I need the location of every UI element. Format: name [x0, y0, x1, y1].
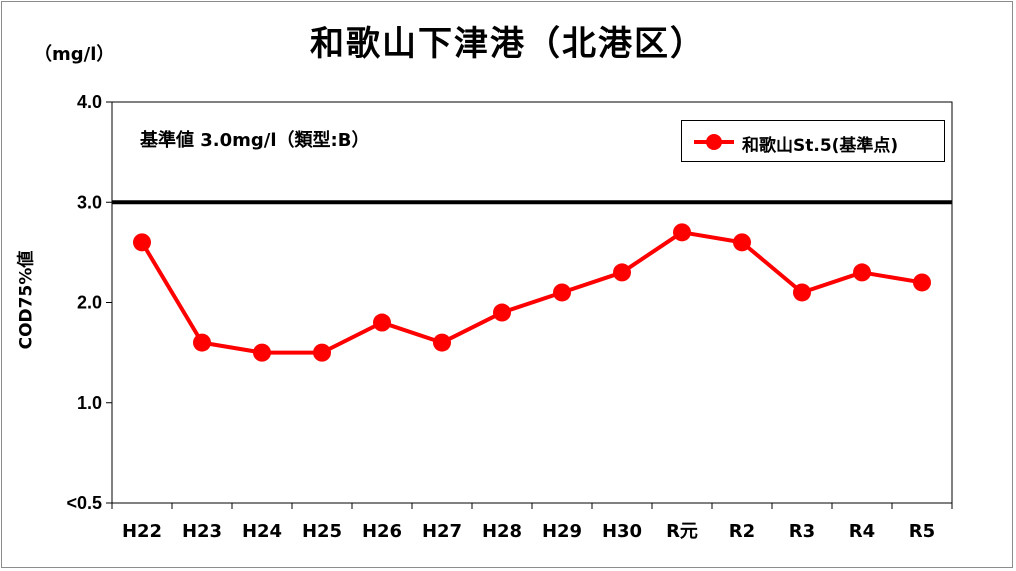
x-tick-label: H25	[302, 521, 342, 542]
x-tick-label: R元	[666, 521, 698, 542]
standard-annotation: 基準値 3.0mg/l（類型:B）	[140, 130, 370, 151]
x-tick-label: H24	[242, 521, 282, 542]
x-tick-label: H30	[602, 521, 642, 542]
x-tick-label: H22	[122, 521, 162, 542]
x-tick-label: H27	[422, 521, 462, 542]
data-point	[133, 233, 151, 252]
data-point	[193, 333, 211, 352]
x-tick-label: H26	[362, 521, 402, 542]
data-point	[313, 343, 331, 362]
data-point	[613, 263, 631, 282]
x-tick-label: H28	[482, 521, 522, 542]
chart-title: 和歌山下津港（北港区）	[310, 24, 706, 64]
y-tick-label: 4.0	[77, 92, 102, 112]
legend-dot-marker	[706, 134, 722, 150]
x-tick-label: H29	[542, 521, 582, 542]
x-tick-label: R2	[729, 521, 755, 542]
data-point	[793, 283, 811, 302]
x-tick-label: R3	[789, 521, 815, 542]
series-line	[140, 230, 923, 355]
legend: 和歌山St.5(基準点)	[681, 120, 945, 162]
data-point	[673, 223, 691, 242]
data-point	[373, 313, 391, 332]
data-point	[853, 263, 871, 282]
y-tick-label: <0.5	[66, 493, 102, 513]
x-tick-label: R5	[909, 521, 935, 542]
y-tick-label: 3.0	[77, 192, 102, 212]
legend-entry: 和歌山St.5(基準点)	[742, 136, 899, 156]
data-point	[553, 283, 571, 302]
data-point	[433, 333, 451, 352]
y-tick-label: 1.0	[77, 393, 102, 413]
data-point	[913, 273, 931, 292]
y-tick-label: 2.0	[77, 293, 102, 313]
x-tick-label: R4	[849, 521, 875, 542]
data-point	[253, 343, 271, 362]
data-point	[493, 303, 511, 322]
data-point	[733, 233, 751, 252]
unit-label: （mg/l）	[34, 44, 115, 65]
x-tick-label: H23	[182, 521, 222, 542]
